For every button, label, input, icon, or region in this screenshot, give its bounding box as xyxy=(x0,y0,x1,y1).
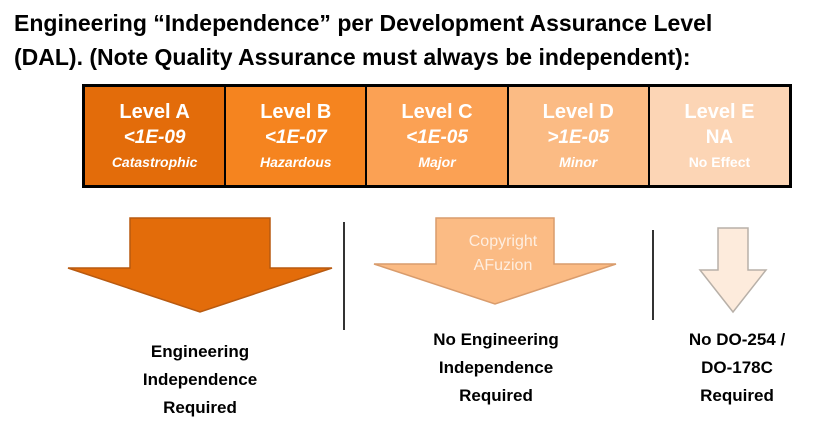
outcome-independence-required: Engineering Independence Required xyxy=(100,338,300,422)
level-name: Level E xyxy=(684,101,755,123)
outcome-line: Independence xyxy=(142,370,258,389)
level-d-cell: Level D >1E-05 Minor xyxy=(508,87,650,185)
level-c-cell: Level C <1E-05 Major xyxy=(367,87,509,185)
level-probability: <1E-07 xyxy=(264,127,327,148)
title-line-1: Engineering “Independence” per Developme… xyxy=(14,10,713,36)
arrow-independence-required xyxy=(67,217,333,313)
divider-right xyxy=(652,230,654,320)
level-severity: Minor xyxy=(559,154,598,170)
level-a-cell: Level A <1E-09 Catastrophic xyxy=(85,87,227,185)
outcome-no-do254: No DO-254 / DO-178C Required xyxy=(662,326,812,410)
level-severity: Catastrophic xyxy=(111,154,198,170)
level-probability: >1E-05 xyxy=(547,127,610,148)
outcome-line: Required xyxy=(459,386,533,405)
outcome-line: No DO-254 / xyxy=(688,330,786,349)
outcome-line: Required xyxy=(163,398,237,417)
outcome-line: Independence xyxy=(438,358,554,377)
level-probability: <1E-05 xyxy=(406,127,468,148)
arrow-no-do254 xyxy=(698,227,768,314)
title-line-2: (DAL). (Note Quality Assurance must alwa… xyxy=(14,44,691,70)
level-severity: Hazardous xyxy=(260,154,332,170)
watermark-line-1: Copyright xyxy=(468,233,538,250)
level-name: Level C xyxy=(401,101,473,123)
level-name: Level B xyxy=(260,101,332,123)
outcome-line: Engineering xyxy=(150,342,250,361)
level-b-cell: Level B <1E-07 Hazardous xyxy=(226,87,368,185)
outcome-line: DO-178C xyxy=(701,358,773,377)
level-severity: Major xyxy=(418,154,456,170)
arrow-no-independence xyxy=(373,217,617,305)
outcome-line: No Engineering xyxy=(433,330,559,349)
dal-levels-table: Level A <1E-09 Catastrophic Level B <1E-… xyxy=(82,84,792,188)
outcome-no-independence: No Engineering Independence Required xyxy=(396,326,596,410)
level-probability: <1E-09 xyxy=(123,127,186,148)
level-probability: NA xyxy=(705,127,734,148)
level-name: Level A xyxy=(119,101,190,123)
level-e-cell: Level E NA No Effect xyxy=(649,87,790,185)
watermark-line-2: AFuzion xyxy=(473,257,533,274)
copyright-watermark: Copyright AFuzion xyxy=(438,230,568,278)
level-severity: No Effect xyxy=(688,154,751,170)
level-name: Level D xyxy=(542,101,614,123)
page-title: Engineering “Independence” per Developme… xyxy=(14,6,814,74)
divider-left xyxy=(343,222,345,330)
outcome-line: Required xyxy=(700,386,774,405)
